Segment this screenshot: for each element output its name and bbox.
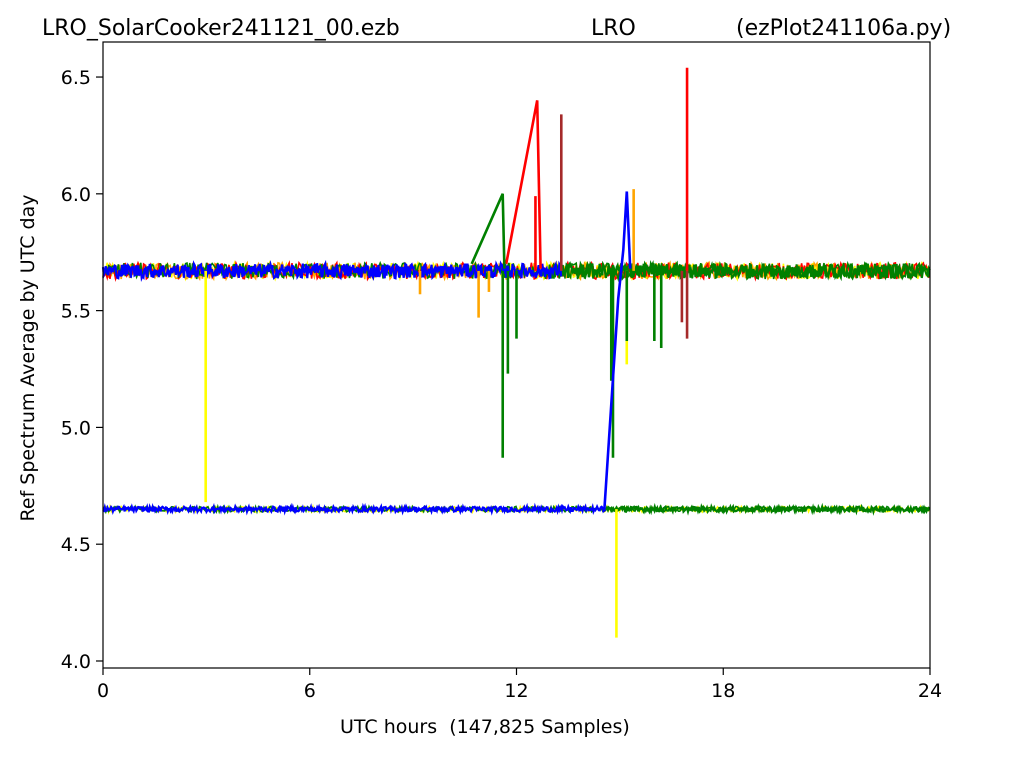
y-tick-label: 4.0 <box>61 651 91 673</box>
x-tick-label: 0 <box>97 680 109 702</box>
x-tick-label: 12 <box>504 680 528 702</box>
y-axis-label: Ref Spectrum Average by UTC day <box>17 194 39 522</box>
series-line-5-0 <box>603 191 632 510</box>
series-thick-band-4-1 <box>605 502 931 516</box>
series-thick-band-5-1 <box>102 502 607 516</box>
y-tick-label: 4.5 <box>61 534 91 556</box>
x-tick-label: 18 <box>711 680 735 702</box>
y-tick-label: 5.5 <box>61 301 91 323</box>
series-group <box>101 67 931 638</box>
series-line-2-0 <box>504 100 542 269</box>
plot-frame <box>102 41 931 669</box>
series-line-4-0 <box>470 193 506 269</box>
y-tick-label: 5.0 <box>61 417 91 439</box>
chart-title-file: LRO_SolarCooker241121_00.ezb <box>42 16 400 41</box>
series-thick-band-5-0 <box>101 259 563 283</box>
series-thick-band-4-0 <box>549 260 931 282</box>
chart-title-script: (ezPlot241106a.py) <box>736 16 952 41</box>
x-tick-label: 24 <box>918 680 942 702</box>
x-axis-label: UTC hours (147,825 Samples) <box>340 716 630 738</box>
chart-title-site: LRO <box>591 16 636 41</box>
x-tick-label: 6 <box>304 680 316 702</box>
y-tick-label: 6.0 <box>61 184 91 206</box>
y-tick-label: 6.5 <box>61 67 91 89</box>
